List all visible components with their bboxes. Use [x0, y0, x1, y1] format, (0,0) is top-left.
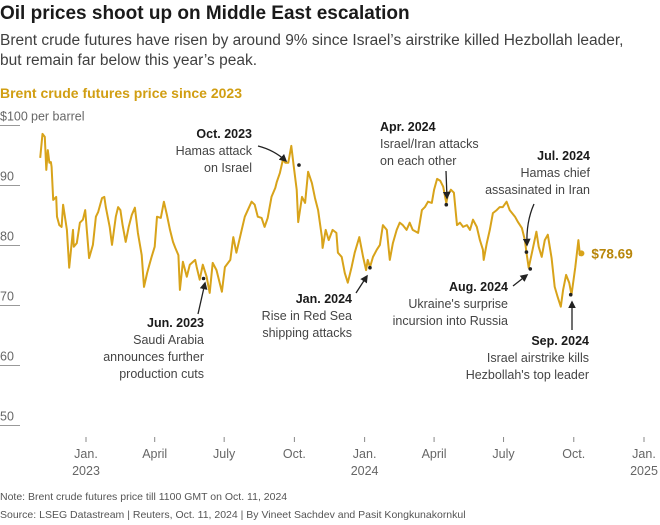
- x-tick-label: Jan.: [74, 447, 98, 461]
- y-tick-label: 90: [0, 170, 14, 184]
- annotation-heading: Sep. 2024: [531, 334, 589, 348]
- annotation-dot: [528, 267, 533, 271]
- y-tick-label: 80: [0, 230, 14, 244]
- annotation-oct-2023: Oct. 2023 Hamas attack on Israel: [176, 127, 301, 175]
- annotation-arrow: [522, 203, 535, 247]
- y-axis-label: per barrel: [31, 110, 85, 124]
- x-tick-year: 2024: [351, 464, 379, 478]
- footnote: Note: Brent crude futures price till 110…: [0, 491, 287, 503]
- source-line: Source: LSEG Datastream | Reuters, Oct. …: [0, 509, 466, 521]
- annotation-heading: Jan. 2024: [296, 292, 352, 306]
- annotation-dot: [568, 292, 573, 297]
- annotation-jul-2024: Jul. 2024 Hamas chief assasinated in Iran: [485, 149, 591, 254]
- x-tick-label: April: [422, 447, 447, 461]
- annotation-arrow: [442, 170, 451, 200]
- x-tick-label: July: [492, 447, 515, 461]
- annotation-dot: [201, 276, 206, 281]
- x-tick-year: 2025: [630, 464, 658, 478]
- annotation-heading: Apr. 2024: [380, 120, 436, 134]
- annotation-text: on each other: [380, 154, 456, 168]
- series-brent: $78.69: [39, 132, 633, 308]
- annotation-heading: Oct. 2023: [196, 127, 252, 141]
- annotation-sep-2024: Sep. 2024 Israel airstrike kills Hezbollah…: [466, 292, 589, 382]
- y-tick-label: 60: [0, 350, 14, 364]
- annotation-jun-2023: Jun. 2023 Saudi Arabia announces further pr…: [103, 276, 208, 381]
- annotation-arrow: [355, 274, 368, 294]
- annotation-text: Israel airstrike kills: [487, 351, 589, 365]
- annotation-arrow: [197, 281, 208, 315]
- annotation-text: Rise in Red Sea: [262, 309, 352, 323]
- annotation-text: Israel/Iran attacks: [380, 137, 479, 151]
- annotation-text: incursion into Russia: [393, 314, 508, 328]
- subtitle-line-2: but remain far below this year’s peak.: [0, 52, 257, 69]
- annotation-dot: [297, 163, 301, 167]
- annotation-heading: Jun. 2023: [147, 316, 204, 330]
- annotation-text: Hamas attack: [176, 144, 253, 158]
- annotation-dot: [524, 250, 529, 254]
- y-axis: $100 90 80 70 60 50 per barrel: [0, 110, 85, 426]
- subtitle-line-1: Brent crude futures have risen by around…: [0, 32, 623, 49]
- annotation-text: shipping attacks: [262, 326, 352, 340]
- x-tick-label: Oct.: [562, 447, 585, 461]
- y-tick-label: 70: [0, 290, 14, 304]
- headline: Oil prices shoot up on Middle East escal…: [0, 3, 410, 24]
- x-tick-label: Jan.: [353, 447, 377, 461]
- annotation-text: Hamas chief: [521, 166, 591, 180]
- y-tick-label: $100: [0, 110, 28, 124]
- annotation-text: Hezbollah's top leader: [466, 368, 589, 382]
- x-tick-year: 2023: [72, 464, 100, 478]
- x-tick-label: Oct.: [283, 447, 306, 461]
- annotation-apr-2024: Apr. 2024 Israel/Iran attacks on each othe…: [380, 120, 479, 207]
- annotation-text: assasinated in Iran: [485, 183, 590, 197]
- annotation-arrow: [512, 274, 529, 287]
- annotation-text: announces further: [103, 350, 204, 364]
- annotations: Jun. 2023 Saudi Arabia announces further pr…: [103, 120, 590, 382]
- annotation-arrow: [257, 145, 288, 163]
- annotation-dot: [444, 202, 449, 207]
- x-axis: Jan. 2023 April July Oct. Jan. 2024 April July Oc…: [72, 437, 658, 478]
- annotation-jan-2024: Jan. 2024 Rise in Red Sea shipping attacks: [262, 265, 372, 340]
- x-tick-label: April: [142, 447, 167, 461]
- last-value-label: $78.69: [591, 246, 632, 261]
- y-tick-label: 50: [0, 410, 14, 424]
- annotation-text: on Israel: [204, 161, 252, 175]
- annotation-heading: Jul. 2024: [537, 149, 590, 163]
- annotation-text: Ukraine's surprise: [408, 297, 508, 311]
- x-tick-label: July: [213, 447, 236, 461]
- annotation-aug-2024: Aug. 2024 Ukraine's surprise incursion int…: [393, 267, 533, 328]
- last-point: [578, 250, 585, 257]
- annotation-text: Saudi Arabia: [133, 333, 204, 347]
- annotation-heading: Aug. 2024: [449, 280, 508, 294]
- annotation-text: production cuts: [119, 367, 204, 381]
- x-tick-label: Jan.: [632, 447, 656, 461]
- price-line: [39, 132, 583, 308]
- chart-title: Brent crude futures price since 2023: [0, 85, 242, 101]
- annotation-dot: [368, 265, 372, 270]
